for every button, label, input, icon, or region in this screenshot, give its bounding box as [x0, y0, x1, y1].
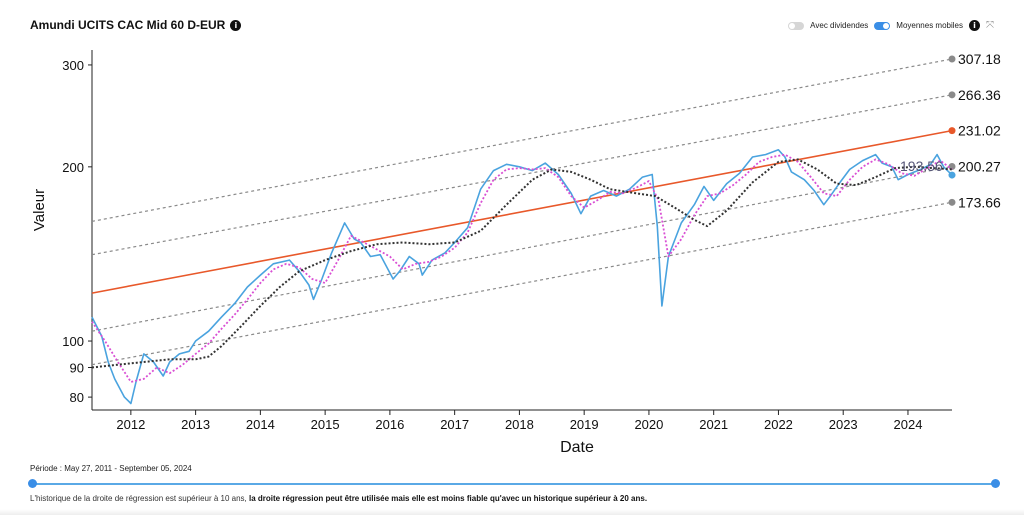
chart-controls: Avec dividendes Moyennes mobiles i ⤧	[788, 20, 994, 31]
last-value-dot	[948, 171, 956, 179]
channel-end-label: 266.36	[958, 87, 1001, 103]
y-tick-label: 90	[70, 361, 84, 376]
channel-end-label: 200.27	[958, 159, 1001, 175]
ma-long-line	[91, 158, 953, 369]
dividends-toggle[interactable]	[788, 21, 805, 30]
chart-title: Amundi UCITS CAC Mid 60 D-EUR i	[30, 18, 242, 32]
x-tick-label: 2015	[311, 417, 340, 432]
price-line	[91, 149, 953, 405]
channel-line-lower1	[91, 165, 953, 332]
dividends-toggle-label: Avec dividendes	[810, 21, 869, 30]
channel-line-upper2	[91, 58, 953, 222]
y-tick-label: 200	[62, 160, 84, 175]
channel-end-label: 231.02	[958, 123, 1001, 139]
x-tick-label: 2016	[375, 417, 404, 432]
channel-line-upper1	[91, 94, 953, 256]
y-tick-label: 300	[62, 58, 84, 73]
x-tick-label: 2023	[829, 417, 858, 432]
channel-end-label: 173.66	[958, 194, 1001, 210]
toggle-knob	[883, 22, 890, 29]
channel-end-label: 307.18	[958, 51, 1001, 67]
channel-end-dot	[948, 198, 956, 206]
moving-averages-toggle[interactable]	[874, 21, 891, 30]
moving-averages-info-icon[interactable]: i	[969, 20, 980, 31]
channel-line-lower2	[91, 201, 953, 366]
info-icon[interactable]: i	[230, 19, 242, 31]
x-tick-label: 2017	[440, 417, 469, 432]
last-value-label: 193.56	[900, 158, 943, 174]
x-tick-label: 2014	[246, 417, 275, 432]
period-slider[interactable]	[28, 479, 1000, 488]
x-tick-label: 2022	[764, 417, 793, 432]
channel-end-dot	[948, 127, 956, 135]
moving-averages-toggle-label: Moyennes mobiles	[896, 21, 963, 30]
channel-end-dot	[948, 163, 956, 171]
chart-svg: 80 90 100 200 300 2012 2013 2014 2015 2016 2017 201…	[31, 50, 1001, 456]
regression-note: L'historique de la droite de régression …	[30, 494, 647, 503]
chart-title-text: Amundi UCITS CAC Mid 60 D-EUR	[30, 18, 226, 32]
channel-end-dot	[948, 55, 956, 63]
y-axis-label: Valeur	[31, 189, 48, 231]
slider-handle-start[interactable]	[28, 479, 37, 488]
slider-handle-end[interactable]	[991, 479, 1000, 488]
regression-note-part1: L'historique de la droite de régression …	[30, 494, 249, 503]
expand-icon[interactable]: ⤧	[986, 20, 994, 31]
x-tick-label: 2020	[634, 417, 663, 432]
channel-line-regression	[91, 129, 953, 294]
y-tick-label: 100	[62, 334, 84, 349]
toggle-knob	[789, 22, 796, 29]
x-tick-label: 2013	[181, 417, 210, 432]
period-label: Période : May 27, 2011 - September 05, 2…	[30, 464, 192, 473]
x-tick-label: 2012	[116, 417, 145, 432]
x-axis-label: Date	[560, 439, 594, 456]
x-tick-label: 2024	[894, 417, 923, 432]
x-tick-label: 2018	[505, 417, 534, 432]
channel-end-dot	[948, 91, 956, 99]
x-tick-label: 2019	[570, 417, 599, 432]
x-tick-label: 2021	[699, 417, 728, 432]
y-tick-label: 80	[70, 390, 84, 405]
bottom-panel-edge	[0, 509, 1024, 515]
regression-note-part2: la droite régression peut être utilisée …	[249, 494, 648, 503]
